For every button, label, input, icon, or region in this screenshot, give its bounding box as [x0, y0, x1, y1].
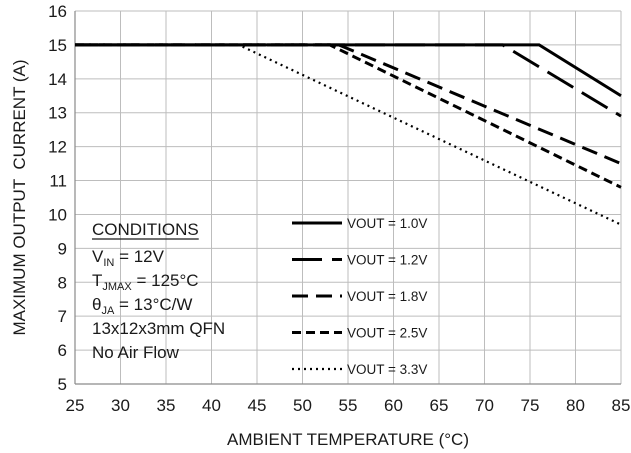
x-tick-label: 50	[293, 396, 312, 415]
y-tick-label: 12	[48, 138, 67, 157]
x-tick-label: 25	[66, 396, 85, 415]
y-tick-label: 8	[58, 273, 67, 292]
grid	[74, 10, 622, 385]
conditions-line-main: V	[92, 247, 104, 266]
conditions-line-main: 13x12x3mm QFN	[92, 319, 225, 338]
y-tick-label: 13	[48, 104, 67, 123]
y-tick-label: 11	[49, 172, 67, 191]
conditions-line-rest: = 13°C/W	[114, 295, 192, 314]
x-tick-label: 75	[521, 396, 540, 415]
y-tick-label: 15	[48, 36, 67, 55]
x-axis-ticks: 25 30 35 40 45 50 55 60 65 70 75 80 85	[66, 396, 631, 415]
conditions-line: θJA = 13°C/W	[92, 295, 192, 317]
y-tick-label: 6	[58, 341, 67, 360]
x-tick-label: 80	[566, 396, 585, 415]
conditions-line: TJMAX = 125°C	[92, 271, 199, 293]
conditions-line: 13x12x3mm QFN	[92, 319, 225, 338]
y-tick-label: 9	[58, 239, 67, 258]
legend-label: VOUT = 1.8V	[347, 289, 427, 304]
legend: VOUT = 1.0V VOUT = 1.2V VOUT = 1.8V VOUT = …	[292, 216, 427, 377]
y-tick-label: 14	[48, 70, 67, 89]
x-tick-label: 30	[111, 396, 130, 415]
series-layer	[75, 43, 622, 226]
x-tick-label: 35	[157, 396, 176, 415]
x-tick-label: 45	[248, 396, 267, 415]
y-axis-ticks: 5 6 7 8 9 10 11 12 13 14 15 16	[48, 2, 67, 394]
conditions-line-subscript: JMAX	[102, 281, 132, 293]
conditions-line-subscript: IN	[103, 257, 114, 269]
x-tick-label: 70	[475, 396, 494, 415]
legend-label: VOUT = 2.5V	[347, 326, 427, 341]
conditions-line: VIN = 12V	[92, 247, 165, 269]
conditions-heading: CONDITIONS	[92, 220, 199, 239]
y-tick-label: 10	[48, 205, 67, 224]
conditions-line-main: No Air Flow	[92, 343, 180, 362]
legend-label: VOUT = 3.3V	[347, 362, 427, 377]
conditions-line-main: θ	[92, 295, 101, 314]
x-tick-label: 40	[202, 396, 221, 415]
y-tick-label: 5	[58, 375, 67, 394]
series-line-5	[75, 43, 622, 226]
conditions-line-rest: = 125°C	[132, 271, 199, 290]
conditions-line: No Air Flow	[92, 343, 180, 362]
conditions-line-subscript: JA	[101, 305, 115, 317]
y-tick-label: 7	[58, 307, 67, 326]
y-tick-label: 16	[48, 2, 67, 21]
conditions-line-rest: = 12V	[114, 247, 164, 266]
conditions-line-main: T	[92, 271, 102, 290]
y-axis-title: MAXIMUM OUTPUT CURRENT (A)	[10, 59, 29, 335]
x-axis-title: AMBIENT TEMPERATURE (°C)	[227, 430, 469, 449]
legend-label: VOUT = 1.0V	[347, 216, 427, 231]
x-tick-label: 55	[339, 396, 358, 415]
legend-label: VOUT = 1.2V	[347, 253, 427, 268]
x-tick-label: 65	[430, 396, 449, 415]
x-tick-label: 60	[384, 396, 403, 415]
x-tick-label: 85	[612, 396, 631, 415]
